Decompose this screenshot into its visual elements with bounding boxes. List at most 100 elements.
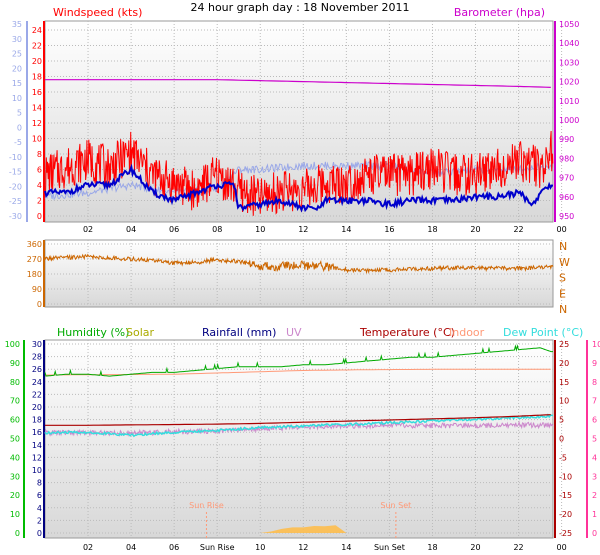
wind-left-tick-label: 4 bbox=[37, 181, 42, 190]
dir-tick-label: 0 bbox=[37, 300, 42, 309]
wind-xtick-label: 06 bbox=[169, 225, 179, 234]
wind-left-tick-label: 2 bbox=[37, 197, 42, 206]
rainfall-tick-label: 2 bbox=[37, 516, 42, 525]
wind-xtick-label: 04 bbox=[126, 225, 136, 234]
uv-tick-label: 2 bbox=[592, 491, 597, 500]
direction-compass-label: N bbox=[559, 303, 567, 316]
wind-outer-tick-label: -20 bbox=[9, 182, 22, 191]
humidity-tick-label: 70 bbox=[10, 397, 20, 406]
rainfall-tick-label: 30 bbox=[32, 340, 42, 349]
wind-outer-tick-label: -25 bbox=[9, 197, 22, 206]
humidity-tick-label: 0 bbox=[15, 529, 20, 538]
direction-compass-label: S bbox=[559, 272, 566, 285]
direction-compass-label: W bbox=[559, 256, 570, 269]
wind-outer-tick-label: 10 bbox=[12, 94, 22, 103]
wind-outer-tick-label: -10 bbox=[9, 153, 22, 162]
dewpoint-line bbox=[44, 413, 554, 438]
temperature-legend: Temperature (°C) bbox=[359, 326, 455, 339]
wind-left-tick-label: 12 bbox=[32, 119, 42, 128]
wind-left-tick-label: 16 bbox=[32, 88, 42, 97]
rainfall-tick-label: 6 bbox=[37, 491, 42, 500]
rainfall-tick-label: 18 bbox=[32, 416, 42, 425]
wind-direction-line bbox=[44, 253, 554, 275]
temperature-tick-label: -15 bbox=[559, 491, 572, 500]
uv-tick-label: 9 bbox=[592, 359, 597, 368]
temperature-tick-label: 20 bbox=[559, 359, 569, 368]
hum-xtick-label: 18 bbox=[427, 543, 437, 552]
wind-outer-tick-label: 30 bbox=[12, 35, 22, 44]
rainfall-tick-label: 20 bbox=[32, 403, 42, 412]
barometer-tick-label: 990 bbox=[559, 135, 574, 144]
wind-xtick-label: 20 bbox=[470, 225, 480, 234]
dir-plot-area bbox=[44, 239, 554, 308]
barometer-tick-label: 1010 bbox=[559, 97, 579, 106]
rainfall-tick-label: 16 bbox=[32, 428, 42, 437]
rainfall-tick-label: 0 bbox=[37, 529, 42, 538]
temperature-tick-label: -5 bbox=[559, 453, 567, 462]
hum-xtick-label: 14 bbox=[341, 543, 351, 552]
humidity-tick-label: 50 bbox=[10, 435, 20, 444]
barometer-tick-label: 960 bbox=[559, 193, 574, 202]
wind-xtick-label: 08 bbox=[212, 225, 222, 234]
barometer-tick-label: 980 bbox=[559, 154, 574, 163]
hum-xtick-label: Sun Rise bbox=[200, 543, 235, 552]
rainfall-tick-label: 24 bbox=[32, 378, 42, 387]
rainfall-tick-label: 26 bbox=[32, 365, 42, 374]
wind-xtick-label: 14 bbox=[341, 225, 351, 234]
uv-tick-label: 10 bbox=[592, 340, 600, 349]
dewpoint-legend: Dew Point (°C) bbox=[503, 326, 583, 339]
wind-outer-tick-label: 5 bbox=[17, 109, 22, 118]
wind-xtick-label: 12 bbox=[298, 225, 308, 234]
direction-compass-label: E bbox=[559, 287, 566, 300]
uv-tick-label: 5 bbox=[592, 435, 597, 444]
uv-legend: UV bbox=[286, 326, 302, 339]
barometer-tick-label: 1050 bbox=[559, 20, 579, 29]
wind-left-tick-label: 6 bbox=[37, 166, 42, 175]
wind-outer-tick-label: -30 bbox=[9, 212, 22, 221]
wind-outer-tick-label: 20 bbox=[12, 64, 22, 73]
wind-xtick-label: 22 bbox=[513, 225, 523, 234]
uv-tick-label: 4 bbox=[592, 453, 597, 462]
uv-tick-label: 1 bbox=[592, 510, 597, 519]
temperature-tick-label: 15 bbox=[559, 378, 569, 387]
wind-average-line bbox=[44, 163, 554, 213]
wind-xtick-label: 16 bbox=[384, 225, 394, 234]
wind-left-tick-label: 8 bbox=[37, 150, 42, 159]
wind-xtick-label: 18 bbox=[427, 225, 437, 234]
wind-outer-tick-label: 15 bbox=[12, 79, 22, 88]
wind-outer-tick-label: 25 bbox=[12, 50, 22, 59]
barometer-legend: Barometer (hpa) bbox=[454, 6, 545, 19]
uv-tick-label: 6 bbox=[592, 416, 597, 425]
indoor-legend: Indoor bbox=[449, 326, 485, 339]
wind-xtick-label: 10 bbox=[255, 225, 265, 234]
barometer-tick-label: 1020 bbox=[559, 78, 579, 87]
humidity-tick-label: 20 bbox=[10, 491, 20, 500]
uv-tick-label: 8 bbox=[592, 378, 597, 387]
temperature-tick-label: 10 bbox=[559, 397, 569, 406]
rainfall-tick-label: 4 bbox=[37, 504, 42, 513]
temperature-tick-label: 5 bbox=[559, 416, 564, 425]
humidity-tick-label: 60 bbox=[10, 416, 20, 425]
hum-xtick-label: 10 bbox=[255, 543, 265, 552]
wind-left-tick-label: 20 bbox=[32, 57, 42, 66]
temperature-tick-label: -20 bbox=[559, 510, 572, 519]
barometer-line bbox=[45, 79, 551, 88]
barometer-tick-label: 950 bbox=[559, 212, 574, 221]
humidity-temperature-panel: 02 04 06 Sun Rise 10 12 14 Sun Set 18 20 22 0030282… bbox=[5, 326, 600, 552]
wind-left-tick-label: 18 bbox=[32, 73, 42, 82]
barometer-tick-label: 1000 bbox=[559, 116, 579, 125]
temperature-tick-label: 25 bbox=[559, 340, 569, 349]
rainfall-legend: Rainfall (mm) bbox=[202, 326, 276, 339]
wind-barometer-panel: 02 04 06 08 10 12 14 16 18 20 22 002422201816141210… bbox=[9, 6, 579, 234]
humidity-tick-label: 30 bbox=[10, 472, 20, 481]
direction-compass-label: N bbox=[559, 240, 567, 253]
wind-outer-tick-label: -5 bbox=[14, 138, 22, 147]
temperature-tick-label: -25 bbox=[559, 529, 572, 538]
rainfall-tick-label: 22 bbox=[32, 390, 42, 399]
hum-xtick-label: 12 bbox=[298, 543, 308, 552]
hum-xtick-label: Sun Set bbox=[374, 543, 405, 552]
wind-left-tick-label: 14 bbox=[32, 104, 42, 113]
rainfall-tick-label: 8 bbox=[37, 479, 42, 488]
humidity-tick-label: 40 bbox=[10, 453, 20, 462]
